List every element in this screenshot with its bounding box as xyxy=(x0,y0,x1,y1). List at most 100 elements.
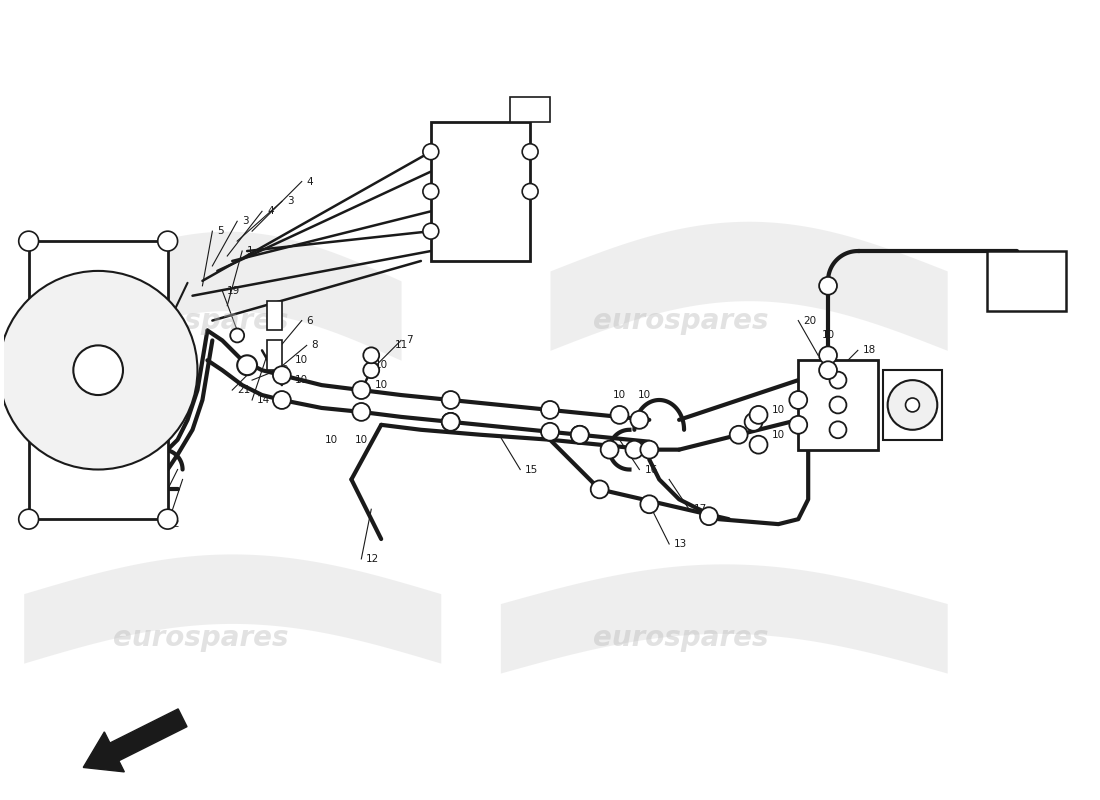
FancyArrow shape xyxy=(84,709,187,772)
Text: 4: 4 xyxy=(307,177,314,186)
Circle shape xyxy=(820,277,837,294)
Circle shape xyxy=(442,413,460,430)
Text: 5: 5 xyxy=(218,226,224,236)
Text: 12: 12 xyxy=(366,554,379,564)
Circle shape xyxy=(571,426,588,444)
Text: 10: 10 xyxy=(295,355,308,366)
Circle shape xyxy=(422,144,439,160)
Circle shape xyxy=(422,183,439,199)
Text: 4: 4 xyxy=(267,206,274,216)
Bar xyxy=(987,251,1066,310)
Circle shape xyxy=(541,401,559,419)
Text: 2: 2 xyxy=(157,514,164,524)
Circle shape xyxy=(74,346,123,395)
Bar xyxy=(267,341,282,370)
Text: 2: 2 xyxy=(173,519,179,529)
Circle shape xyxy=(905,398,920,412)
Circle shape xyxy=(273,391,290,409)
Bar xyxy=(29,241,167,519)
Circle shape xyxy=(0,271,198,470)
Circle shape xyxy=(630,411,648,429)
Circle shape xyxy=(571,426,588,444)
Circle shape xyxy=(273,366,290,384)
Text: 18: 18 xyxy=(862,346,876,355)
Text: 9: 9 xyxy=(282,366,288,375)
Circle shape xyxy=(522,144,538,160)
Text: eurospares: eurospares xyxy=(112,624,288,652)
Bar xyxy=(882,370,943,440)
Circle shape xyxy=(363,362,379,378)
Text: 19: 19 xyxy=(228,286,241,296)
Circle shape xyxy=(601,441,618,458)
Text: 3: 3 xyxy=(91,395,98,405)
Text: eurospares: eurospares xyxy=(593,306,769,334)
Circle shape xyxy=(790,391,807,409)
Text: 8: 8 xyxy=(311,340,318,350)
Text: 14: 14 xyxy=(257,395,271,405)
Circle shape xyxy=(157,231,177,251)
Text: 17: 17 xyxy=(694,504,707,514)
Circle shape xyxy=(442,391,460,409)
Text: 16: 16 xyxy=(645,465,658,474)
Text: 10: 10 xyxy=(772,405,785,415)
Text: 10: 10 xyxy=(324,434,338,445)
Text: 18: 18 xyxy=(822,370,835,380)
Circle shape xyxy=(729,426,748,444)
Circle shape xyxy=(422,223,439,239)
Text: 7: 7 xyxy=(406,335,412,346)
Text: 10: 10 xyxy=(295,375,308,385)
Text: 13: 13 xyxy=(674,539,688,549)
Circle shape xyxy=(238,355,257,375)
Bar xyxy=(431,122,530,261)
Circle shape xyxy=(829,422,846,438)
Text: 20: 20 xyxy=(803,315,816,326)
Text: 15: 15 xyxy=(525,465,538,474)
Circle shape xyxy=(19,510,38,529)
Circle shape xyxy=(157,510,177,529)
Bar xyxy=(510,97,550,122)
Text: 6: 6 xyxy=(307,315,314,326)
Circle shape xyxy=(352,381,371,399)
Text: 10: 10 xyxy=(822,350,835,360)
Text: 21: 21 xyxy=(238,385,251,395)
Text: 10: 10 xyxy=(822,330,835,341)
Text: 10: 10 xyxy=(772,430,785,440)
Circle shape xyxy=(749,436,768,454)
Circle shape xyxy=(610,406,628,424)
Circle shape xyxy=(352,403,371,421)
Circle shape xyxy=(790,416,807,434)
Circle shape xyxy=(363,347,379,363)
Circle shape xyxy=(626,441,644,458)
Circle shape xyxy=(820,362,837,379)
Text: 11: 11 xyxy=(395,340,408,350)
Circle shape xyxy=(888,380,937,430)
Bar xyxy=(799,360,878,450)
Circle shape xyxy=(522,183,538,199)
Circle shape xyxy=(19,231,38,251)
Circle shape xyxy=(640,441,658,458)
Circle shape xyxy=(591,481,608,498)
Text: 10: 10 xyxy=(375,360,387,370)
Circle shape xyxy=(820,346,837,364)
Circle shape xyxy=(442,413,460,430)
Text: 1: 1 xyxy=(248,246,254,256)
Text: 10: 10 xyxy=(638,390,651,400)
Text: 10: 10 xyxy=(355,434,367,445)
Text: 3: 3 xyxy=(287,196,294,206)
Circle shape xyxy=(749,406,768,424)
Text: 10: 10 xyxy=(375,380,387,390)
Text: eurospares: eurospares xyxy=(112,306,288,334)
Circle shape xyxy=(829,397,846,414)
Circle shape xyxy=(745,413,762,430)
Text: 10: 10 xyxy=(613,390,626,400)
Text: 5: 5 xyxy=(111,380,118,390)
Text: eurospares: eurospares xyxy=(593,624,769,652)
Circle shape xyxy=(829,372,846,389)
Circle shape xyxy=(640,495,658,514)
Circle shape xyxy=(230,329,244,342)
Text: 3: 3 xyxy=(242,216,249,226)
Bar xyxy=(267,301,282,330)
Text: 10: 10 xyxy=(822,370,835,380)
Circle shape xyxy=(541,423,559,441)
Circle shape xyxy=(700,507,718,525)
